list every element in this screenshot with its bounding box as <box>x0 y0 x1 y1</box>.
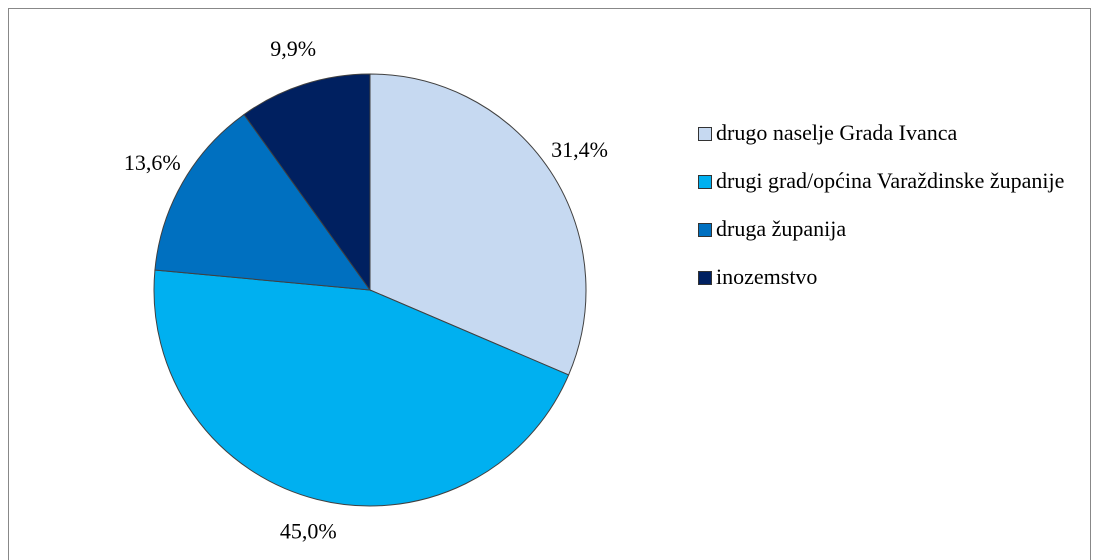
legend-item: druga županija <box>698 214 1088 244</box>
legend-item: inozemstvo <box>698 262 1088 292</box>
legend-swatch <box>698 271 712 285</box>
pie-slice <box>369 73 587 376</box>
data-label: 13,6% <box>124 150 181 175</box>
legend: drugo naselje Grada Ivanca drugi grad/opć… <box>698 118 1088 310</box>
chart-frame <box>8 8 1091 560</box>
data-label: 45,0% <box>280 518 337 543</box>
pie-slice <box>154 113 372 291</box>
data-label: 31,4% <box>551 137 608 162</box>
pie-slice <box>153 269 570 507</box>
legend-label: drugo naselje Grada Ivanca <box>716 120 958 145</box>
legend-swatch <box>698 127 712 141</box>
pie-slice <box>243 73 371 292</box>
pie <box>153 73 587 507</box>
legend-swatch <box>698 175 712 189</box>
data-label: 9,9% <box>270 36 316 61</box>
legend-label: drugi grad/općina Varaždinske županije <box>716 168 1065 193</box>
legend-item: drugi grad/općina Varaždinske županije <box>698 166 1088 196</box>
legend-item: drugo naselje Grada Ivanca <box>698 118 1088 148</box>
legend-label: druga županija <box>716 216 847 241</box>
legend-label: inozemstvo <box>716 264 818 289</box>
legend-swatch <box>698 223 712 237</box>
